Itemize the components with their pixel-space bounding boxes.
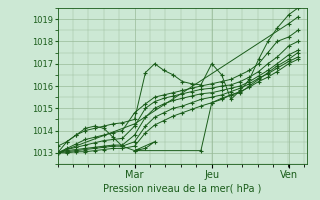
X-axis label: Pression niveau de la mer( hPa ): Pression niveau de la mer( hPa ) xyxy=(103,184,261,194)
